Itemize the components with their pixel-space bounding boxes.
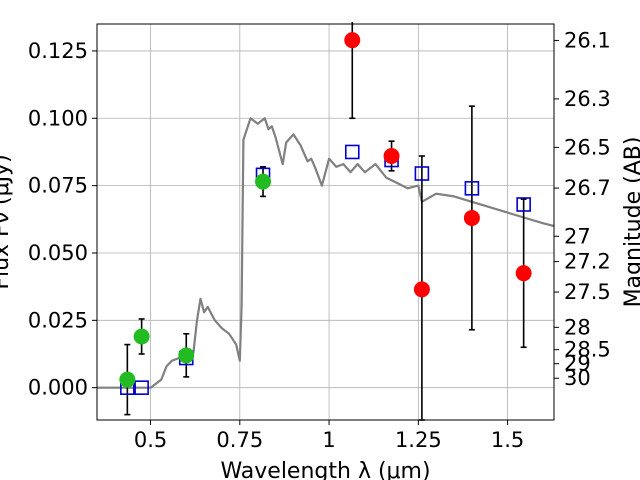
photometry-point [383, 148, 400, 164]
plot-frame [96, 23, 555, 421]
right-tick-label: 29 [564, 352, 591, 376]
right-tick-label: 28.5 [564, 338, 611, 362]
photometry-point [119, 371, 136, 388]
y-tick-label: 0.100 [28, 106, 88, 130]
y-tick-label: 0.050 [28, 241, 88, 265]
y-tick-label: 0.000 [28, 376, 88, 400]
model-photometry-square [464, 181, 480, 196]
right-tick-label: 28 [564, 315, 591, 339]
x-tick-label: 0.5 [134, 428, 167, 452]
grid [97, 24, 554, 420]
x-tick-label: 1 [322, 428, 335, 452]
y-ticks: 0.000 0.025 0.050 0.075 0.100 0.125 [28, 39, 97, 400]
model-photometry-square [344, 144, 360, 160]
photometry-point [463, 209, 480, 226]
right-tick-label: 26.1 [564, 28, 611, 52]
right-tick-label: 27.5 [564, 280, 611, 304]
photometry-point [255, 173, 272, 190]
photometry-point [344, 32, 361, 49]
y-tick-label: 0.125 [28, 39, 88, 63]
model-photometry-square [134, 380, 149, 395]
photometry-point [413, 281, 430, 298]
x-axis-label: Wavelength λ (μm) [220, 459, 430, 480]
model-photometry-square [516, 197, 531, 212]
y-tick-label: 0.075 [28, 174, 88, 198]
x-ticks: 0.5 0.75 1 1.25 1.5 [134, 420, 524, 452]
photometry-point [133, 328, 150, 345]
model-photometry-square [414, 166, 430, 181]
right-tick-label: 26.7 [564, 176, 611, 200]
y-axis-label: Flux Fν (μJy) [0, 154, 14, 289]
right-tick-label: 26.3 [564, 87, 611, 111]
sed-line-layer [97, 117, 555, 389]
right-tick-label: 27.2 [564, 250, 611, 274]
photometry-point [515, 265, 532, 282]
x-tick-label: 1.25 [395, 428, 442, 452]
x-tick-label: 1.5 [491, 428, 524, 452]
photometry-point-layer [119, 32, 532, 388]
right-tick-label: 27 [564, 224, 591, 248]
right-axis-label: Magnitude (AB) [621, 137, 640, 308]
x-tick-label: 0.75 [216, 428, 263, 452]
y-tick-label: 0.025 [28, 308, 88, 332]
photometry-point [178, 347, 195, 364]
right-tick-label: 30 [564, 366, 591, 390]
sed-model-line [97, 117, 555, 389]
right-tick-label: 26.5 [564, 135, 611, 159]
